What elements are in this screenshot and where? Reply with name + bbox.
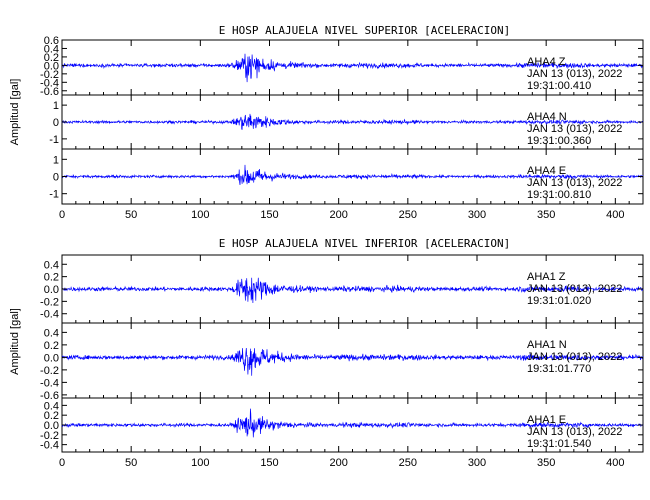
- x-tick-label: 200: [329, 209, 347, 221]
- y-tick-label: 0: [53, 117, 59, 129]
- x-tick-label: 400: [606, 457, 624, 469]
- y-axis-label-2: Amplitud [gal]: [9, 308, 21, 375]
- y-tick-label: 0.4: [44, 400, 59, 412]
- x-tick-label: 400: [606, 209, 624, 221]
- x-tick-label: 300: [468, 457, 486, 469]
- y-tick-label: -1: [49, 134, 59, 146]
- x-tick-label: 100: [191, 457, 209, 469]
- y-tick-label: -0.2: [40, 365, 59, 377]
- y-tick-label: -0.6: [40, 86, 59, 98]
- date-label: JAN 13 (013), 2022: [527, 283, 622, 295]
- y-tick-label: 0.2: [44, 52, 59, 64]
- y-tick-label: 0.0: [44, 420, 59, 432]
- date-label: JAN 13 (013), 2022: [527, 351, 622, 363]
- time-label: 19:31:01.540: [527, 438, 591, 450]
- y-tick-label: 0.6: [44, 35, 59, 47]
- y-axis-label-1: Amplitud [gal]: [9, 79, 21, 146]
- x-tick-label: 300: [468, 209, 486, 221]
- time-label: 19:31:01.020: [527, 295, 591, 307]
- y-tick-label: 1: [53, 154, 59, 166]
- y-tick-label: -0.2: [40, 296, 59, 308]
- time-label: 19:31:00.360: [527, 135, 591, 147]
- channel-label: AHA1 E: [527, 414, 566, 426]
- x-tick-label: 350: [537, 457, 555, 469]
- y-tick-label: 0.4: [44, 327, 59, 339]
- chart-title-2: E HOSP ALAJUELA NIVEL INFERIOR [ACELERAC…: [219, 237, 510, 250]
- y-tick-label: -0.4: [40, 440, 59, 452]
- time-label: 19:31:00.410: [527, 80, 591, 92]
- x-tick-label: 150: [260, 457, 278, 469]
- y-tick-label: 0.4: [44, 43, 59, 55]
- date-label: JAN 13 (013), 2022: [527, 426, 622, 438]
- trace-AHA1-E: [61, 408, 644, 438]
- trace-AHA1-N: [61, 347, 644, 376]
- y-tick-label: 0.4: [44, 259, 59, 271]
- date-label: JAN 13 (013), 2022: [527, 123, 622, 135]
- y-tick-label: 1: [53, 100, 59, 112]
- x-tick-label: 250: [399, 209, 417, 221]
- y-tick-label: 0.0: [44, 60, 59, 72]
- y-tick-label: 0: [53, 172, 59, 184]
- time-label: 19:31:00.810: [527, 189, 591, 201]
- channel-label: AHA4 N: [527, 111, 567, 123]
- x-tick-label: 150: [260, 209, 278, 221]
- x-tick-label: 50: [125, 209, 137, 221]
- channel-label: AHA4 E: [527, 165, 566, 177]
- x-tick-label: 100: [191, 209, 209, 221]
- y-tick-label: -0.2: [40, 430, 59, 442]
- x-tick-label: 0: [59, 457, 65, 469]
- trace-AHA4-N: [61, 113, 644, 130]
- time-label: 19:31:01.770: [527, 363, 591, 375]
- channel-label: AHA4 Z: [527, 56, 566, 68]
- x-tick-label: 200: [329, 457, 347, 469]
- x-tick-label: 50: [125, 457, 137, 469]
- y-tick-label: -0.4: [40, 377, 59, 389]
- y-tick-label: 0.2: [44, 340, 59, 352]
- y-tick-label: -0.6: [40, 390, 59, 402]
- trace-AHA4-E: [62, 164, 644, 186]
- channel-label: AHA1 N: [527, 339, 567, 351]
- y-tick-label: -0.2: [40, 69, 59, 81]
- y-tick-label: 0.0: [44, 284, 59, 296]
- y-tick-label: 0.2: [44, 410, 59, 422]
- trace-AHA4-Z: [61, 53, 644, 83]
- y-tick-label: -1: [49, 189, 59, 201]
- y-tick-label: 0.2: [44, 272, 59, 284]
- x-tick-label: 0: [59, 209, 65, 221]
- date-label: JAN 13 (013), 2022: [527, 177, 622, 189]
- x-tick-label: 350: [537, 209, 555, 221]
- y-tick-label: -0.4: [40, 309, 59, 321]
- date-label: JAN 13 (013), 2022: [527, 68, 622, 80]
- y-tick-label: -0.4: [40, 77, 59, 89]
- chart-title-1: E HOSP ALAJUELA NIVEL SUPERIOR [ACELERAC…: [219, 24, 510, 37]
- channel-label: AHA1 Z: [527, 271, 566, 283]
- x-tick-label: 250: [399, 457, 417, 469]
- trace-AHA1-Z: [61, 277, 644, 304]
- y-tick-label: 0.0: [44, 352, 59, 364]
